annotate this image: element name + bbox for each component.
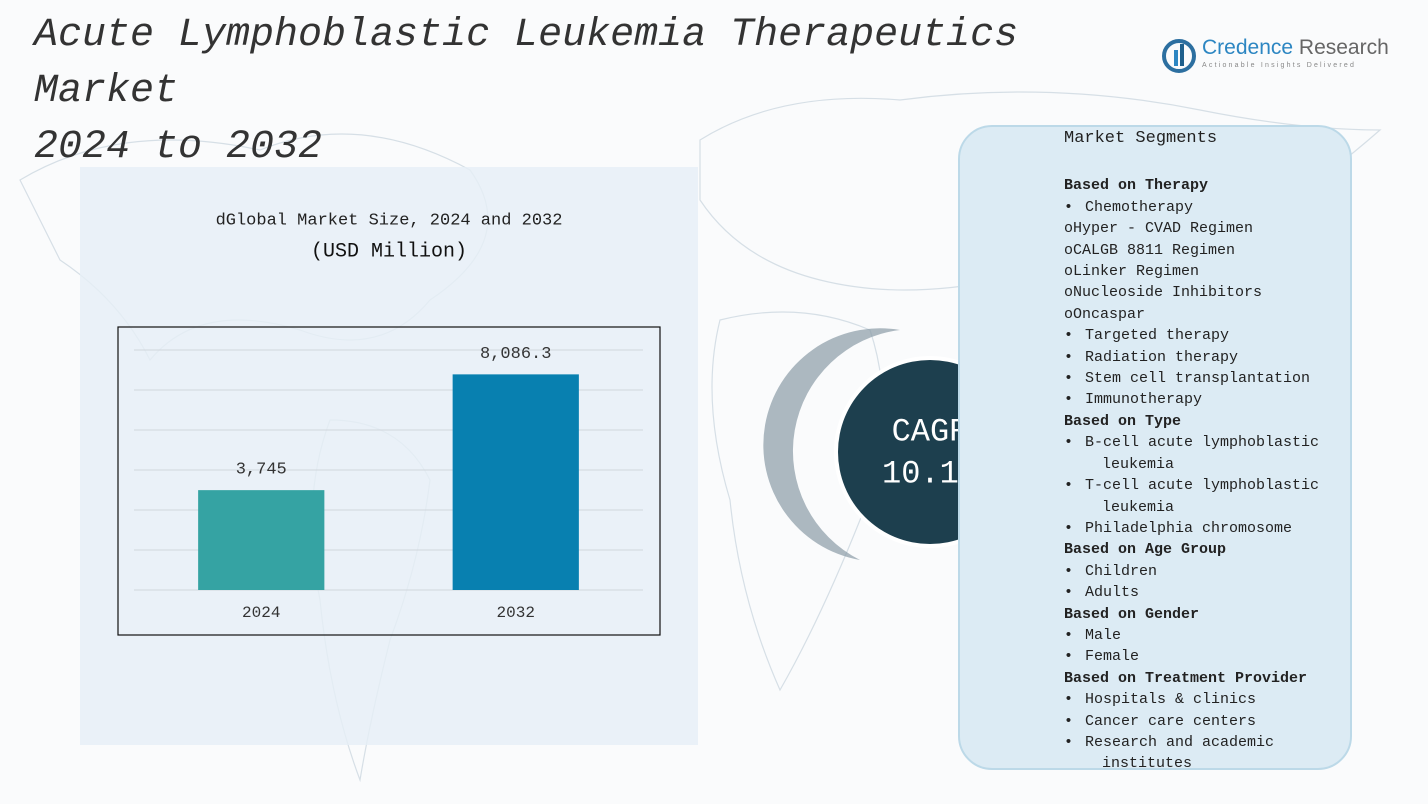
segments-list: Market Segments Based on Therapy Chemother… (1064, 127, 1344, 775)
bar (452, 374, 579, 590)
segment-item: Adults (1064, 582, 1344, 604)
page-title: Acute Lymphoblastic Leukemia Therapeutic… (34, 8, 1074, 176)
segment-item: Cancer care centers (1064, 711, 1344, 733)
logo-text: Credence Research (1202, 36, 1389, 60)
tagline: Actionable Insights Delivered (1202, 62, 1357, 69)
chart-subtitle: (USD Million) (311, 240, 467, 263)
segments-panel: Market Segments Based on Therapy Chemother… (958, 125, 1352, 772)
chart-panel (80, 167, 698, 745)
segment-item: Chemotherapy (1064, 197, 1344, 219)
x-tick-label: 2032 (497, 604, 535, 622)
segment-item: Philadelphia chromosome (1064, 518, 1344, 540)
segment-subitem: Hyper - CVAD Regimen (1064, 218, 1344, 239)
segment-subitem: CALGB 8811 Regimen (1064, 240, 1344, 261)
segment-item: Radiation therapy (1064, 347, 1344, 369)
segment-heading: Based on Gender (1064, 605, 1200, 623)
segment-item: Immunotherapy (1064, 389, 1344, 411)
segment-heading: Based on Therapy (1064, 177, 1209, 195)
bar (198, 490, 325, 590)
segment-item: Hospitals & clinics (1064, 689, 1344, 711)
brand-rest: Research (1298, 36, 1389, 59)
segment-item: Female (1064, 646, 1344, 668)
period: 2024 to 2032 (34, 125, 323, 170)
segment-heading: Based on Treatment Provider (1064, 669, 1308, 687)
logo-icon (1162, 39, 1196, 73)
x-tick-label: 2024 (242, 604, 280, 622)
title: Acute Lymphoblastic Leukemia Therapeutic… (34, 13, 1019, 114)
segment-item: Research and academic institutes (1064, 732, 1344, 775)
chart-frame (117, 326, 661, 636)
cagr-label: CAGR (892, 413, 969, 450)
value-label: 8,086.3 (480, 345, 551, 364)
segment-item: Children (1064, 561, 1344, 583)
segment-item: T-cell acute lymphoblastic leukemia (1064, 475, 1344, 518)
segment-item: Stem cell transplantation (1064, 368, 1344, 390)
segment-heading: Based on Age Group (1064, 541, 1227, 559)
segment-subitem: Linker Regimen (1064, 261, 1344, 282)
segment-heading: Based on Type (1064, 412, 1182, 430)
segment-item: B-cell acute lymphoblastic leukemia (1064, 432, 1344, 475)
value-label: 3,745 (236, 461, 287, 480)
badge-crescent (763, 328, 900, 560)
segment-item: Male (1064, 625, 1344, 647)
chart-title: dGlobal Market Size, 2024 and 2032 (216, 211, 563, 230)
segment-item: Targeted therapy (1064, 325, 1344, 347)
segments-title: Market Segments (1064, 129, 1218, 148)
segment-subitem: Nucleoside Inhibitors (1064, 282, 1344, 303)
brand: Credence (1202, 36, 1294, 59)
segment-subitem: Oncaspar (1064, 304, 1344, 325)
